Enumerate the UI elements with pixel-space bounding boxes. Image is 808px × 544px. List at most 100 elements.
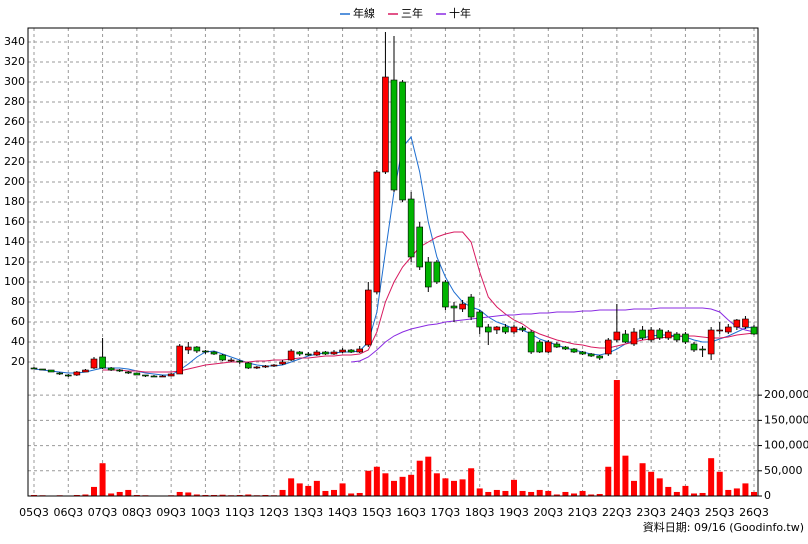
volume-bar	[125, 489, 132, 496]
volume-bar	[433, 473, 440, 496]
volume-bar	[73, 494, 80, 496]
candle-body	[64, 374, 72, 377]
x-tick-label: 19Q3	[499, 506, 529, 519]
candle-body	[450, 305, 458, 309]
candle-body	[382, 76, 389, 173]
candle-body	[82, 369, 89, 373]
y-tick-label: 120	[4, 255, 25, 268]
x-tick-label: 15Q3	[362, 506, 392, 519]
x-tick-label: 08Q3	[122, 506, 152, 519]
volume-bar	[699, 492, 706, 496]
candle-body	[390, 79, 398, 191]
y-tick-label: 240	[4, 135, 25, 148]
volume-bar	[322, 490, 329, 496]
x-tick-label: 23Q3	[636, 506, 666, 519]
volume-bar	[339, 483, 346, 496]
candle-body	[682, 333, 689, 343]
x-tick-label: 18Q3	[465, 506, 495, 519]
volume-bar	[571, 493, 577, 496]
candle-body	[330, 351, 338, 355]
volume-bar	[382, 473, 389, 496]
y-tick-label: 140	[4, 235, 25, 248]
y-tick-label: 80	[11, 295, 25, 308]
volume-bar	[185, 492, 192, 496]
candle-body	[459, 303, 466, 310]
x-tick-label: 22Q3	[602, 506, 632, 519]
y-tick-label: 260	[4, 115, 25, 128]
candle-body	[236, 360, 244, 363]
x-tick-label: 14Q3	[328, 506, 358, 519]
x-tick-label: 16Q3	[396, 506, 426, 519]
volume-bar	[373, 466, 380, 496]
legend-label: 年線	[353, 6, 375, 20]
candle-body	[570, 348, 578, 353]
candle-body	[150, 375, 158, 378]
candle-body	[184, 346, 192, 351]
candle-body	[673, 333, 681, 341]
x-tick-label: 25Q3	[705, 506, 735, 519]
y-tick-label: 40	[11, 335, 25, 348]
x-tick-label: 17Q3	[431, 506, 461, 519]
candle-body	[493, 326, 501, 331]
candle-body	[356, 348, 364, 353]
candle-body	[690, 343, 698, 351]
y-tick-label: 300	[4, 75, 25, 88]
volume-bar	[262, 494, 269, 496]
volume-bar	[31, 494, 37, 496]
volume-bar	[742, 483, 749, 496]
candle-body	[527, 331, 535, 353]
volume-bar	[639, 463, 646, 496]
candle-body	[47, 369, 55, 373]
x-tick-label: 24Q3	[671, 506, 701, 519]
volume-bar	[613, 380, 620, 496]
volume-bar	[82, 494, 89, 496]
candle-body	[304, 353, 312, 356]
volume-bar	[673, 491, 680, 496]
volume-bar	[442, 478, 449, 496]
candle-body	[142, 374, 149, 377]
candle-body	[742, 318, 749, 328]
volume-bar	[211, 494, 217, 496]
volume-bar	[502, 490, 509, 496]
ma-line	[351, 307, 755, 363]
volume-bar	[193, 494, 200, 496]
candle-body	[73, 371, 81, 376]
candle-body	[562, 346, 569, 350]
volume-bar	[725, 489, 732, 496]
candle-body	[322, 351, 329, 355]
candle-body	[510, 326, 518, 333]
candle-body	[476, 311, 484, 328]
candle-body	[699, 348, 706, 351]
legend-label: 十年	[449, 6, 471, 20]
y2-tick-label: 200,000	[764, 388, 808, 401]
y-tick-label: 60	[11, 315, 25, 328]
volume-bar	[399, 476, 406, 496]
candle-body	[733, 319, 741, 328]
legend-label: 三年	[401, 6, 423, 20]
y-tick-label: 340	[4, 35, 25, 48]
volume-bar	[356, 492, 363, 496]
volume-bar	[648, 471, 655, 496]
volume-bar	[588, 494, 595, 496]
x-tick-label: 07Q3	[88, 506, 118, 519]
candle-body	[587, 353, 595, 357]
candle-body	[442, 281, 449, 308]
y2-tick-label: 150,000	[764, 413, 808, 426]
candle-body	[167, 373, 175, 377]
candle-body	[596, 355, 604, 359]
volume-bar	[656, 478, 663, 496]
candle-body	[313, 351, 321, 356]
candle-body	[630, 331, 638, 345]
candle-body	[107, 367, 115, 371]
candle-body	[99, 356, 106, 369]
y-tick-label: 160	[4, 215, 25, 228]
candle-body	[536, 341, 544, 353]
volume-bar	[716, 471, 723, 496]
volume-bar	[631, 480, 637, 496]
volume-bar	[425, 456, 432, 496]
volume-bar	[545, 490, 552, 496]
candle-body	[176, 345, 184, 375]
candle-body	[210, 351, 218, 355]
volume-bar	[245, 494, 252, 496]
